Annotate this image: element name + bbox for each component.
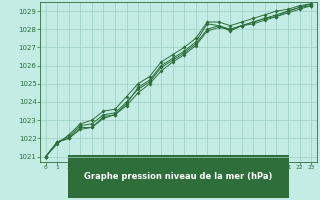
X-axis label: Graphe pression niveau de la mer (hPa): Graphe pression niveau de la mer (hPa) [84, 172, 273, 181]
